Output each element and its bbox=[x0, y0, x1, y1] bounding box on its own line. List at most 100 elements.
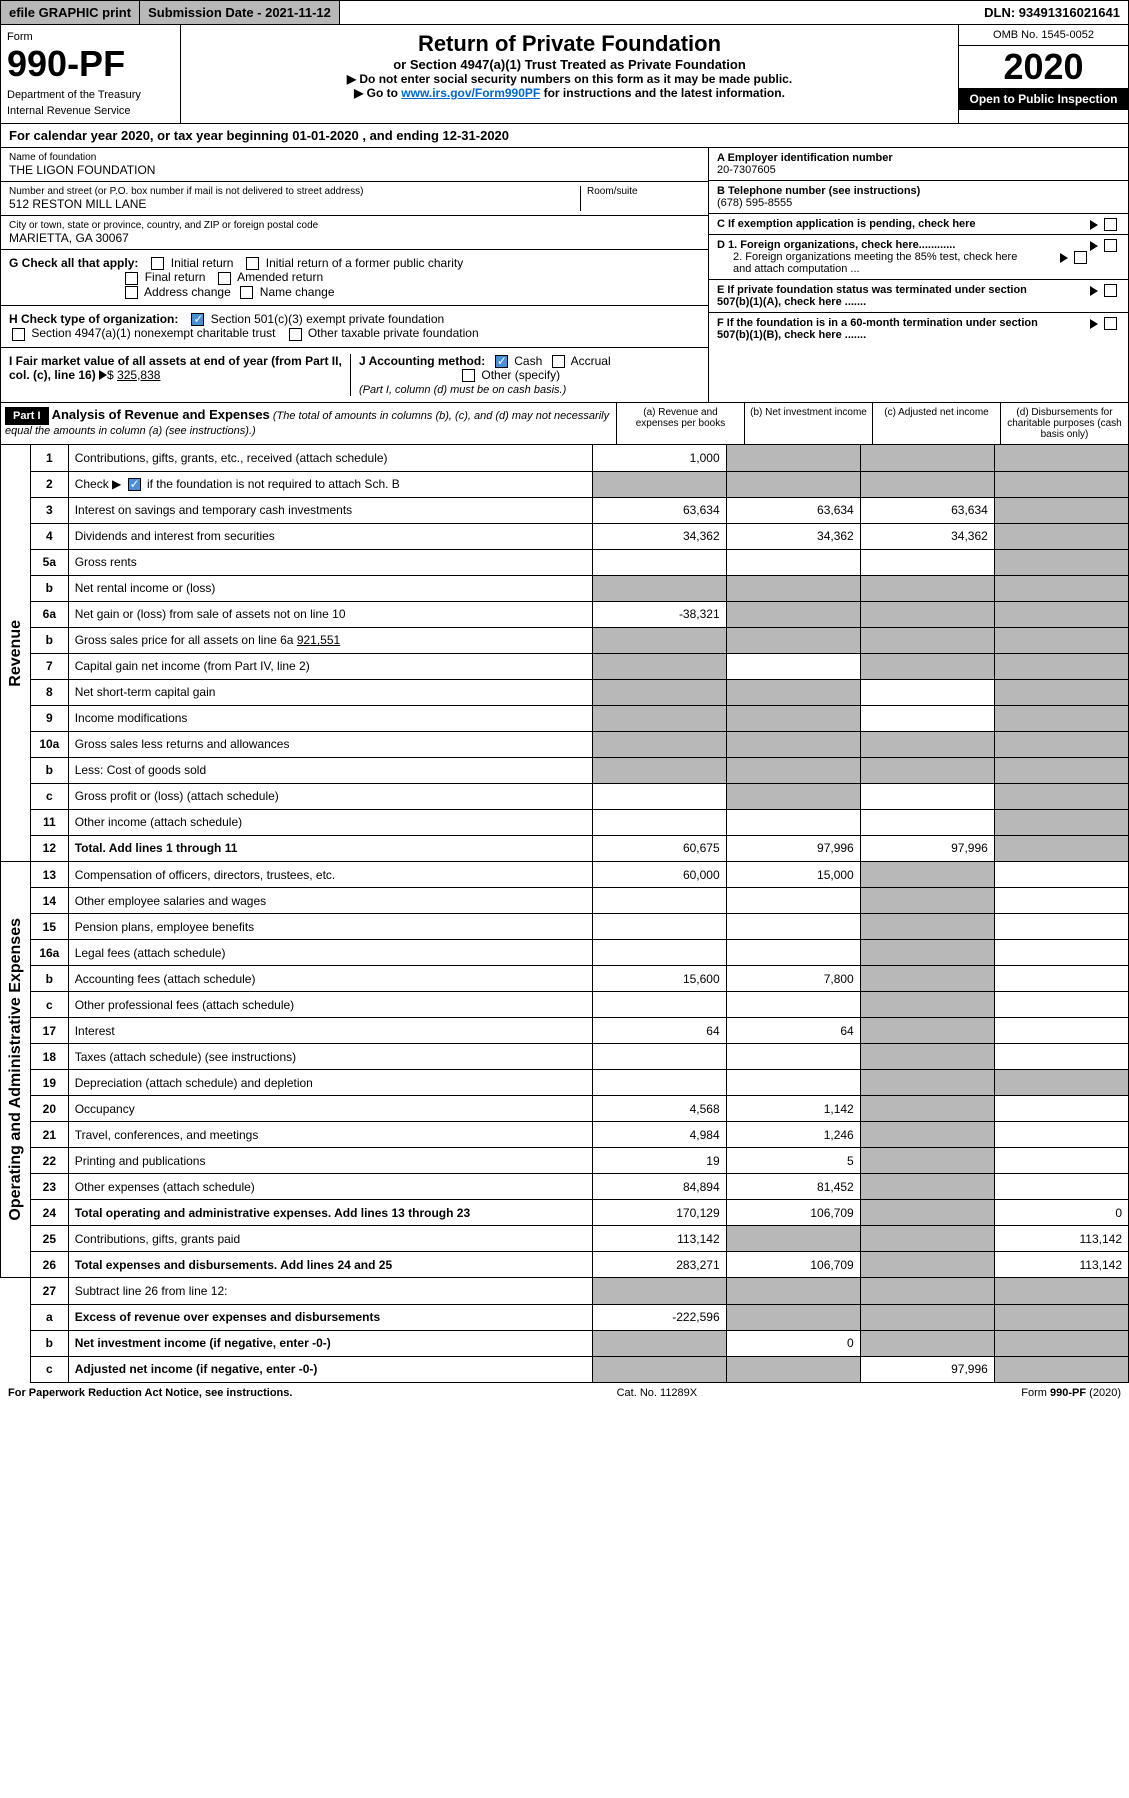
line-9: 9Income modifications bbox=[31, 705, 1129, 731]
expenses-section: Operating and Administrative Expenses 13… bbox=[0, 862, 1129, 1279]
footer-center: Cat. No. 11289X bbox=[617, 1387, 698, 1399]
arrow-icon bbox=[1060, 253, 1068, 263]
form-label: Form bbox=[7, 31, 174, 43]
line-26: 26Total expenses and disbursements. Add … bbox=[31, 1252, 1129, 1278]
footer-row: For Paperwork Reduction Act Notice, see … bbox=[0, 1383, 1129, 1403]
part1-header-row: Part I Analysis of Revenue and Expenses … bbox=[0, 403, 1129, 445]
line-5a: 5aGross rents bbox=[31, 549, 1129, 575]
501c3-checkbox[interactable] bbox=[191, 313, 204, 326]
line-27: 27Subtract line 26 from line 12: bbox=[31, 1278, 1129, 1304]
i-j-row: I Fair market value of all assets at end… bbox=[1, 348, 708, 403]
c-checkbox[interactable] bbox=[1104, 218, 1117, 231]
final-return-checkbox[interactable] bbox=[125, 272, 138, 285]
line-21: 21Travel, conferences, and meetings4,984… bbox=[31, 1122, 1129, 1148]
address-cell: Number and street (or P.O. box number if… bbox=[1, 182, 708, 216]
sch-b-checkbox[interactable] bbox=[128, 478, 141, 491]
col-d-header: (d) Disbursements for charitable purpose… bbox=[1000, 403, 1128, 444]
info-right: A Employer identification number 20-7307… bbox=[708, 148, 1128, 402]
line-7: 7Capital gain net income (from Part IV, … bbox=[31, 653, 1129, 679]
line-16a: 16aLegal fees (attach schedule) bbox=[31, 940, 1129, 966]
col-b-header: (b) Net investment income bbox=[744, 403, 872, 444]
line-15: 15Pension plans, employee benefits bbox=[31, 914, 1129, 940]
col-c-header: (c) Adjusted net income bbox=[872, 403, 1000, 444]
omb-number: OMB No. 1545-0052 bbox=[959, 25, 1128, 46]
arrow-icon bbox=[99, 370, 107, 380]
initial-former-checkbox[interactable] bbox=[246, 257, 259, 270]
efile-label: efile GRAPHIC print bbox=[1, 1, 140, 24]
instruction-2: ▶ Go to www.irs.gov/Form990PF for instru… bbox=[187, 86, 952, 100]
form-subtitle: or Section 4947(a)(1) Trust Treated as P… bbox=[187, 57, 952, 72]
line-8: 8Net short-term capital gain bbox=[31, 679, 1129, 705]
fmv-value: 325,838 bbox=[117, 368, 160, 382]
f-cell: F If the foundation is in a 60-month ter… bbox=[709, 313, 1128, 345]
col-a-header: (a) Revenue and expenses per books bbox=[616, 403, 744, 444]
other-taxable-checkbox[interactable] bbox=[289, 328, 302, 341]
revenue-table: 1Contributions, gifts, grants, etc., rec… bbox=[30, 445, 1129, 862]
foundation-name-cell: Name of foundation THE LIGON FOUNDATION bbox=[1, 148, 708, 182]
open-public-label: Open to Public Inspection bbox=[959, 88, 1128, 110]
line-10a: 10aGross sales less returns and allowanc… bbox=[31, 731, 1129, 757]
d-cell: D 1. Foreign organizations, check here..… bbox=[709, 235, 1128, 280]
part1-label: Part I bbox=[5, 407, 49, 425]
line-2: 2Check ▶ if the foundation is not requir… bbox=[31, 471, 1129, 497]
accrual-checkbox[interactable] bbox=[552, 355, 565, 368]
f-checkbox[interactable] bbox=[1104, 317, 1117, 330]
dln-label: DLN: 93491316021641 bbox=[976, 1, 1128, 24]
city-cell: City or town, state or province, country… bbox=[1, 216, 708, 250]
g-check-row: G Check all that apply: Initial return I… bbox=[1, 250, 708, 306]
e-checkbox[interactable] bbox=[1104, 284, 1117, 297]
expenses-table: 13Compensation of officers, directors, t… bbox=[30, 862, 1129, 1279]
arrow-icon bbox=[1090, 286, 1098, 296]
foundation-city: MARIETTA, GA 30067 bbox=[9, 231, 700, 245]
line-10c: cGross profit or (loss) (attach schedule… bbox=[31, 783, 1129, 809]
foundation-name: THE LIGON FOUNDATION bbox=[9, 163, 700, 177]
info-left: Name of foundation THE LIGON FOUNDATION … bbox=[1, 148, 708, 402]
form-number: 990-PF bbox=[7, 43, 174, 85]
line-5b: bNet rental income or (loss) bbox=[31, 575, 1129, 601]
revenue-label: Revenue bbox=[0, 445, 30, 862]
footer-left: For Paperwork Reduction Act Notice, see … bbox=[8, 1387, 292, 1399]
4947-checkbox[interactable] bbox=[12, 328, 25, 341]
other-method-checkbox[interactable] bbox=[462, 369, 475, 382]
line-14: 14Other employee salaries and wages bbox=[31, 888, 1129, 914]
e-cell: E If private foundation status was termi… bbox=[709, 280, 1128, 313]
line-1: 1Contributions, gifts, grants, etc., rec… bbox=[31, 445, 1129, 471]
name-change-checkbox[interactable] bbox=[240, 286, 253, 299]
line-20: 20Occupancy4,5681,142 bbox=[31, 1096, 1129, 1122]
part1-title-cell: Part I Analysis of Revenue and Expenses … bbox=[1, 403, 616, 444]
line-17: 17Interest6464 bbox=[31, 1018, 1129, 1044]
line-27-table: 27Subtract line 26 from line 12: aExcess… bbox=[30, 1278, 1129, 1383]
phone-cell: B Telephone number (see instructions) (6… bbox=[709, 181, 1128, 214]
line-10b: bLess: Cost of goods sold bbox=[31, 757, 1129, 783]
line-24: 24Total operating and administrative exp… bbox=[31, 1200, 1129, 1226]
line-16b: bAccounting fees (attach schedule)15,600… bbox=[31, 966, 1129, 992]
dept-irs: Internal Revenue Service bbox=[7, 105, 174, 117]
arrow-icon bbox=[1090, 241, 1098, 251]
header-center: Return of Private Foundation or Section … bbox=[181, 25, 958, 123]
d2-checkbox[interactable] bbox=[1074, 251, 1087, 264]
cash-checkbox[interactable] bbox=[495, 355, 508, 368]
initial-return-checkbox[interactable] bbox=[151, 257, 164, 270]
line-16c: cOther professional fees (attach schedul… bbox=[31, 992, 1129, 1018]
dept-treasury: Department of the Treasury bbox=[7, 89, 174, 101]
d1-checkbox[interactable] bbox=[1104, 239, 1117, 252]
revenue-section: Revenue 1Contributions, gifts, grants, e… bbox=[0, 445, 1129, 862]
line-3: 3Interest on savings and temporary cash … bbox=[31, 497, 1129, 523]
irs-link[interactable]: www.irs.gov/Form990PF bbox=[401, 86, 540, 100]
form-title: Return of Private Foundation bbox=[187, 31, 952, 57]
address-change-checkbox[interactable] bbox=[125, 286, 138, 299]
line-6b: bGross sales price for all assets on lin… bbox=[31, 627, 1129, 653]
header-right: OMB No. 1545-0052 2020 Open to Public In… bbox=[958, 25, 1128, 123]
line-27a: aExcess of revenue over expenses and dis… bbox=[31, 1304, 1129, 1330]
line-23: 23Other expenses (attach schedule)84,894… bbox=[31, 1174, 1129, 1200]
foundation-address: 512 RESTON MILL LANE bbox=[9, 197, 580, 211]
header-row: Form 990-PF Department of the Treasury I… bbox=[0, 25, 1129, 124]
h-check-row: H Check type of organization: Section 50… bbox=[1, 306, 708, 348]
amended-return-checkbox[interactable] bbox=[218, 272, 231, 285]
instruction-1: ▶ Do not enter social security numbers o… bbox=[187, 72, 952, 86]
arrow-icon bbox=[1090, 319, 1098, 329]
c-cell: C If exemption application is pending, c… bbox=[709, 214, 1128, 235]
line-11: 11Other income (attach schedule) bbox=[31, 809, 1129, 835]
line-6a: 6aNet gain or (loss) from sale of assets… bbox=[31, 601, 1129, 627]
line-19: 19Depreciation (attach schedule) and dep… bbox=[31, 1070, 1129, 1096]
